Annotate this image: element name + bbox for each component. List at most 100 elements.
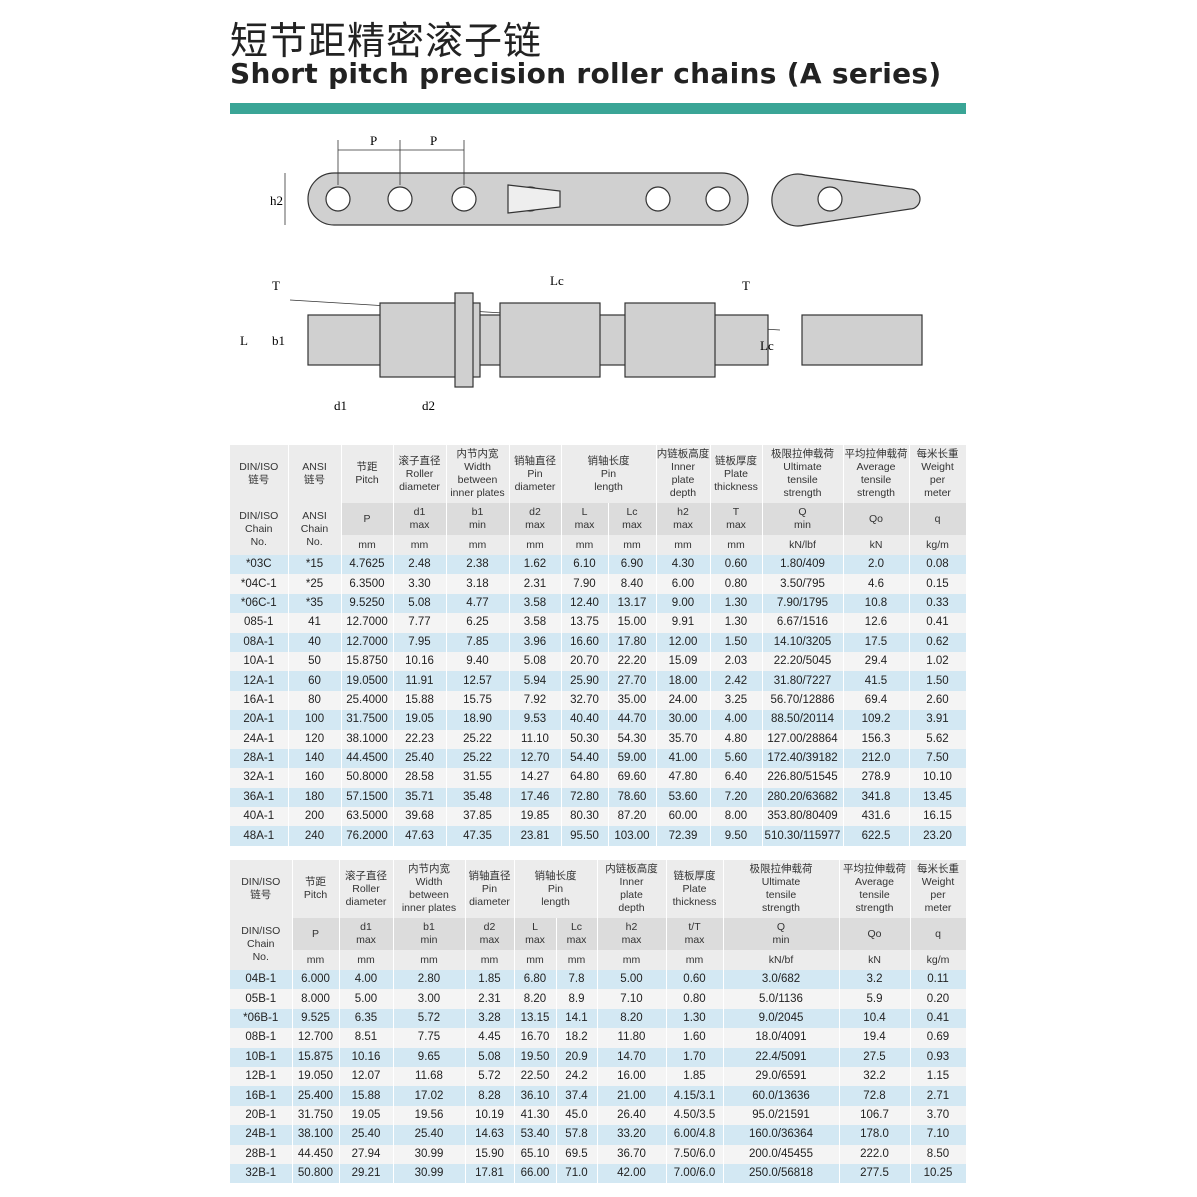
table-cell: 8.40 — [608, 574, 657, 594]
table-cell: 54.40 — [561, 748, 609, 769]
chain-top-view — [307, 292, 923, 388]
unit-header: mm — [514, 950, 557, 970]
table-cell: 12.07 — [339, 1066, 394, 1087]
table-cell: 22.20/5045 — [762, 651, 844, 672]
unit-header: mm — [666, 950, 724, 970]
table-row: 40A-1 200 63.5000 39.68 37.85 19.85 80.30 87.20… — [230, 807, 967, 827]
table-cell: 5.72 — [393, 1008, 466, 1029]
table-cell: 2.48 — [393, 555, 447, 575]
symbol-header: Qo — [839, 918, 911, 950]
table-cell: 38.100 — [292, 1125, 340, 1145]
table-cell: 622.5 — [843, 826, 910, 846]
column-header: 链板厚度 Plate thickness — [666, 860, 724, 918]
column-header: 销轴直径 Pin diameter — [465, 860, 515, 918]
table-cell: 48A-1 — [230, 826, 289, 846]
table-cell: 28B-1 — [230, 1144, 293, 1164]
table-cell: 32.2 — [839, 1066, 911, 1087]
table-cell: 19.56 — [393, 1105, 466, 1126]
table-cell: 1.85 — [666, 1066, 724, 1087]
table-cell: 25.22 — [446, 748, 510, 769]
table-row: 28B-1 44.450 27.94 30.99 15.90 65.10 69.5 36.70… — [230, 1144, 967, 1164]
table-cell: 22.50 — [514, 1066, 557, 1087]
table-cell: 10B-1 — [230, 1047, 293, 1067]
table-cell: 47.63 — [393, 826, 447, 846]
table-cell: 36A-1 — [230, 787, 289, 808]
column-header: 每米长重 Weight per meter — [910, 860, 967, 918]
table-cell: 178.0 — [839, 1125, 911, 1145]
table-cell: 1.62 — [509, 555, 562, 575]
table-cell: 0.80 — [710, 574, 763, 594]
table-cell: 12.57 — [446, 671, 510, 691]
table-row: 12A-1 60 19.0500 11.91 12.57 5.94 25.90 27.70 18… — [230, 671, 967, 691]
table-cell: 3.91 — [909, 710, 967, 730]
table-cell: 1.60 — [666, 1028, 724, 1048]
table-cell: 127.00/28864 — [762, 729, 844, 749]
table-cell: 60.0/13636 — [723, 1086, 840, 1106]
table-cell: 41.30 — [514, 1105, 557, 1126]
table-cell: 277.5 — [839, 1163, 911, 1184]
table-cell: 28.58 — [393, 768, 447, 788]
table-cell: 24B-1 — [230, 1125, 293, 1145]
unit-header: mm — [597, 950, 667, 970]
table-cell: 3.58 — [509, 613, 562, 633]
table-cell: 40.40 — [561, 710, 609, 730]
table-cell: 23.20 — [909, 826, 967, 846]
column-header: 内节内宽 Width between inner plates — [446, 445, 510, 503]
table-cell: 7.77 — [393, 613, 447, 633]
table-cell: 12.70 — [509, 748, 562, 769]
table-cell: 6.00 — [656, 574, 711, 594]
table-cell: 95.0/21591 — [723, 1105, 840, 1126]
unit-header: kN/bf — [723, 950, 840, 970]
table-cell: 95.50 — [561, 826, 609, 846]
table-cell: 2.60 — [909, 690, 967, 711]
table-cell: 7.10 — [910, 1125, 967, 1145]
table-cell: 0.15 — [909, 574, 967, 594]
table-cell: 8.28 — [465, 1086, 515, 1106]
table-cell: 47.80 — [656, 768, 711, 788]
unit-row: mm mm mm mm mm mm mm mm kN/bf kN kg/m — [230, 950, 967, 970]
label-L: L — [240, 333, 248, 348]
table-cell: 10A-1 — [230, 651, 289, 672]
table-cell: 0.08 — [909, 555, 967, 575]
table-cell: 04B-1 — [230, 970, 293, 990]
column-header: DIN/ISO 链号 — [230, 860, 293, 918]
column-header: 节距 Pitch — [292, 860, 340, 918]
table-row: 04B-1 6.000 4.00 2.80 1.85 6.80 7.8 5.00 0.60 3.0… — [230, 970, 967, 990]
column-header: 极限拉伸载荷 Ultimate tensile strength — [762, 445, 844, 503]
table-cell: 72.8 — [839, 1086, 911, 1106]
table-cell: 11.91 — [393, 671, 447, 691]
table-cell: 212.0 — [843, 748, 910, 769]
table-cell: 8.51 — [339, 1028, 394, 1048]
unit-header: mm — [556, 950, 598, 970]
table-cell: 5.08 — [393, 593, 447, 614]
table-cell: 4.00 — [339, 970, 394, 990]
column-header: ANSI 链号 — [288, 445, 342, 503]
table-cell: 0.60 — [710, 555, 763, 575]
table-cell: 17.5 — [843, 632, 910, 652]
unit-header: mm — [393, 950, 466, 970]
table-cell: 08B-1 — [230, 1028, 293, 1048]
table-cell: 15.75 — [446, 690, 510, 711]
symbol-header: d1 max — [339, 918, 394, 950]
page-title-english: Short pitch precision roller chains (A s… — [230, 57, 942, 90]
table-cell: 15.88 — [393, 690, 447, 711]
table-cell: 6.000 — [292, 970, 340, 990]
table-cell: 5.08 — [509, 651, 562, 672]
column-header: 销轴长度 Pin length — [561, 445, 657, 503]
table-row: *04C-1 *25 6.3500 3.30 3.18 2.31 7.90 8.40 6.00 0… — [230, 574, 967, 594]
symbol-header: Qo — [843, 503, 910, 535]
table-cell: 0.33 — [909, 593, 967, 614]
table-cell: 8.20 — [597, 1008, 667, 1029]
table-cell: 17.81 — [465, 1163, 515, 1184]
column-header: 滚子直径 Roller diameter — [393, 445, 447, 503]
table-cell: 109.2 — [843, 710, 910, 730]
table-cell: 3.28 — [465, 1008, 515, 1029]
column-header: 销轴长度 Pin length — [514, 860, 598, 918]
table-cell: 24.00 — [656, 690, 711, 711]
table-cell: 160.0/36364 — [723, 1125, 840, 1145]
table-row: *06C-1 *35 9.5250 5.08 4.77 3.58 12.40 13.17 9.0… — [230, 593, 967, 614]
table-cell: 3.18 — [446, 574, 510, 594]
table-row: 16A-1 80 25.4000 15.88 15.75 7.92 32.70 35.00 24… — [230, 690, 967, 711]
